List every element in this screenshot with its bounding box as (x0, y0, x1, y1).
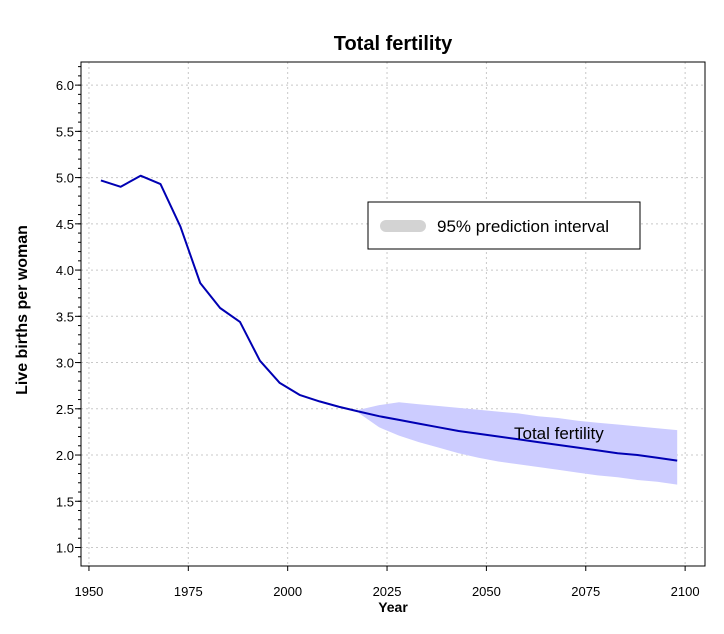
x-tick-label: 2050 (472, 584, 501, 599)
y-axis-title: Live births per woman (14, 225, 31, 395)
series-line-layer (100, 174, 678, 462)
y-tick-label: 1.5 (56, 494, 74, 509)
y-tick-label: 6.0 (56, 78, 74, 93)
x-tick-label: 1950 (74, 584, 103, 599)
x-tick-label: 1975 (174, 584, 203, 599)
plot-frame (80, 61, 706, 567)
legend: 95% prediction interval (367, 201, 641, 250)
y-tick-label: 2.5 (56, 402, 74, 417)
y-tick-label: 3.5 (56, 309, 74, 324)
y-tick-label: 3.0 (56, 356, 74, 371)
x-tick-label: 2075 (571, 584, 600, 599)
x-tick-label: 2025 (373, 584, 402, 599)
y-tick-label: 2.0 (56, 448, 74, 463)
prediction-interval-band (359, 402, 678, 485)
x-axis-ticks: 1950 1975 2000 2025 2050 2075 2100 (74, 566, 700, 599)
y-tick-label: 4.5 (56, 217, 74, 232)
y-tick-label: 4.0 (56, 263, 74, 278)
y-tick-label: 1.0 (56, 541, 74, 556)
x-tick-label: 2000 (273, 584, 302, 599)
series-annotation: Total fertility (514, 424, 604, 443)
y-tick-label: 5.0 (56, 171, 74, 186)
y-tick-label: 5.5 (56, 124, 74, 139)
y-axis-ticks: 1.0 1.5 2.0 2.5 3.0 3.5 4.0 4.5 5.0 5.5 6.0 (56, 78, 81, 556)
prediction-band-layer (359, 402, 678, 485)
total-fertility-line (100, 174, 678, 462)
chart-title: Total fertility (334, 33, 453, 55)
x-axis-title: Year (378, 599, 408, 615)
x-tick-label: 2100 (671, 584, 700, 599)
legend-label: 95% prediction interval (437, 217, 609, 236)
